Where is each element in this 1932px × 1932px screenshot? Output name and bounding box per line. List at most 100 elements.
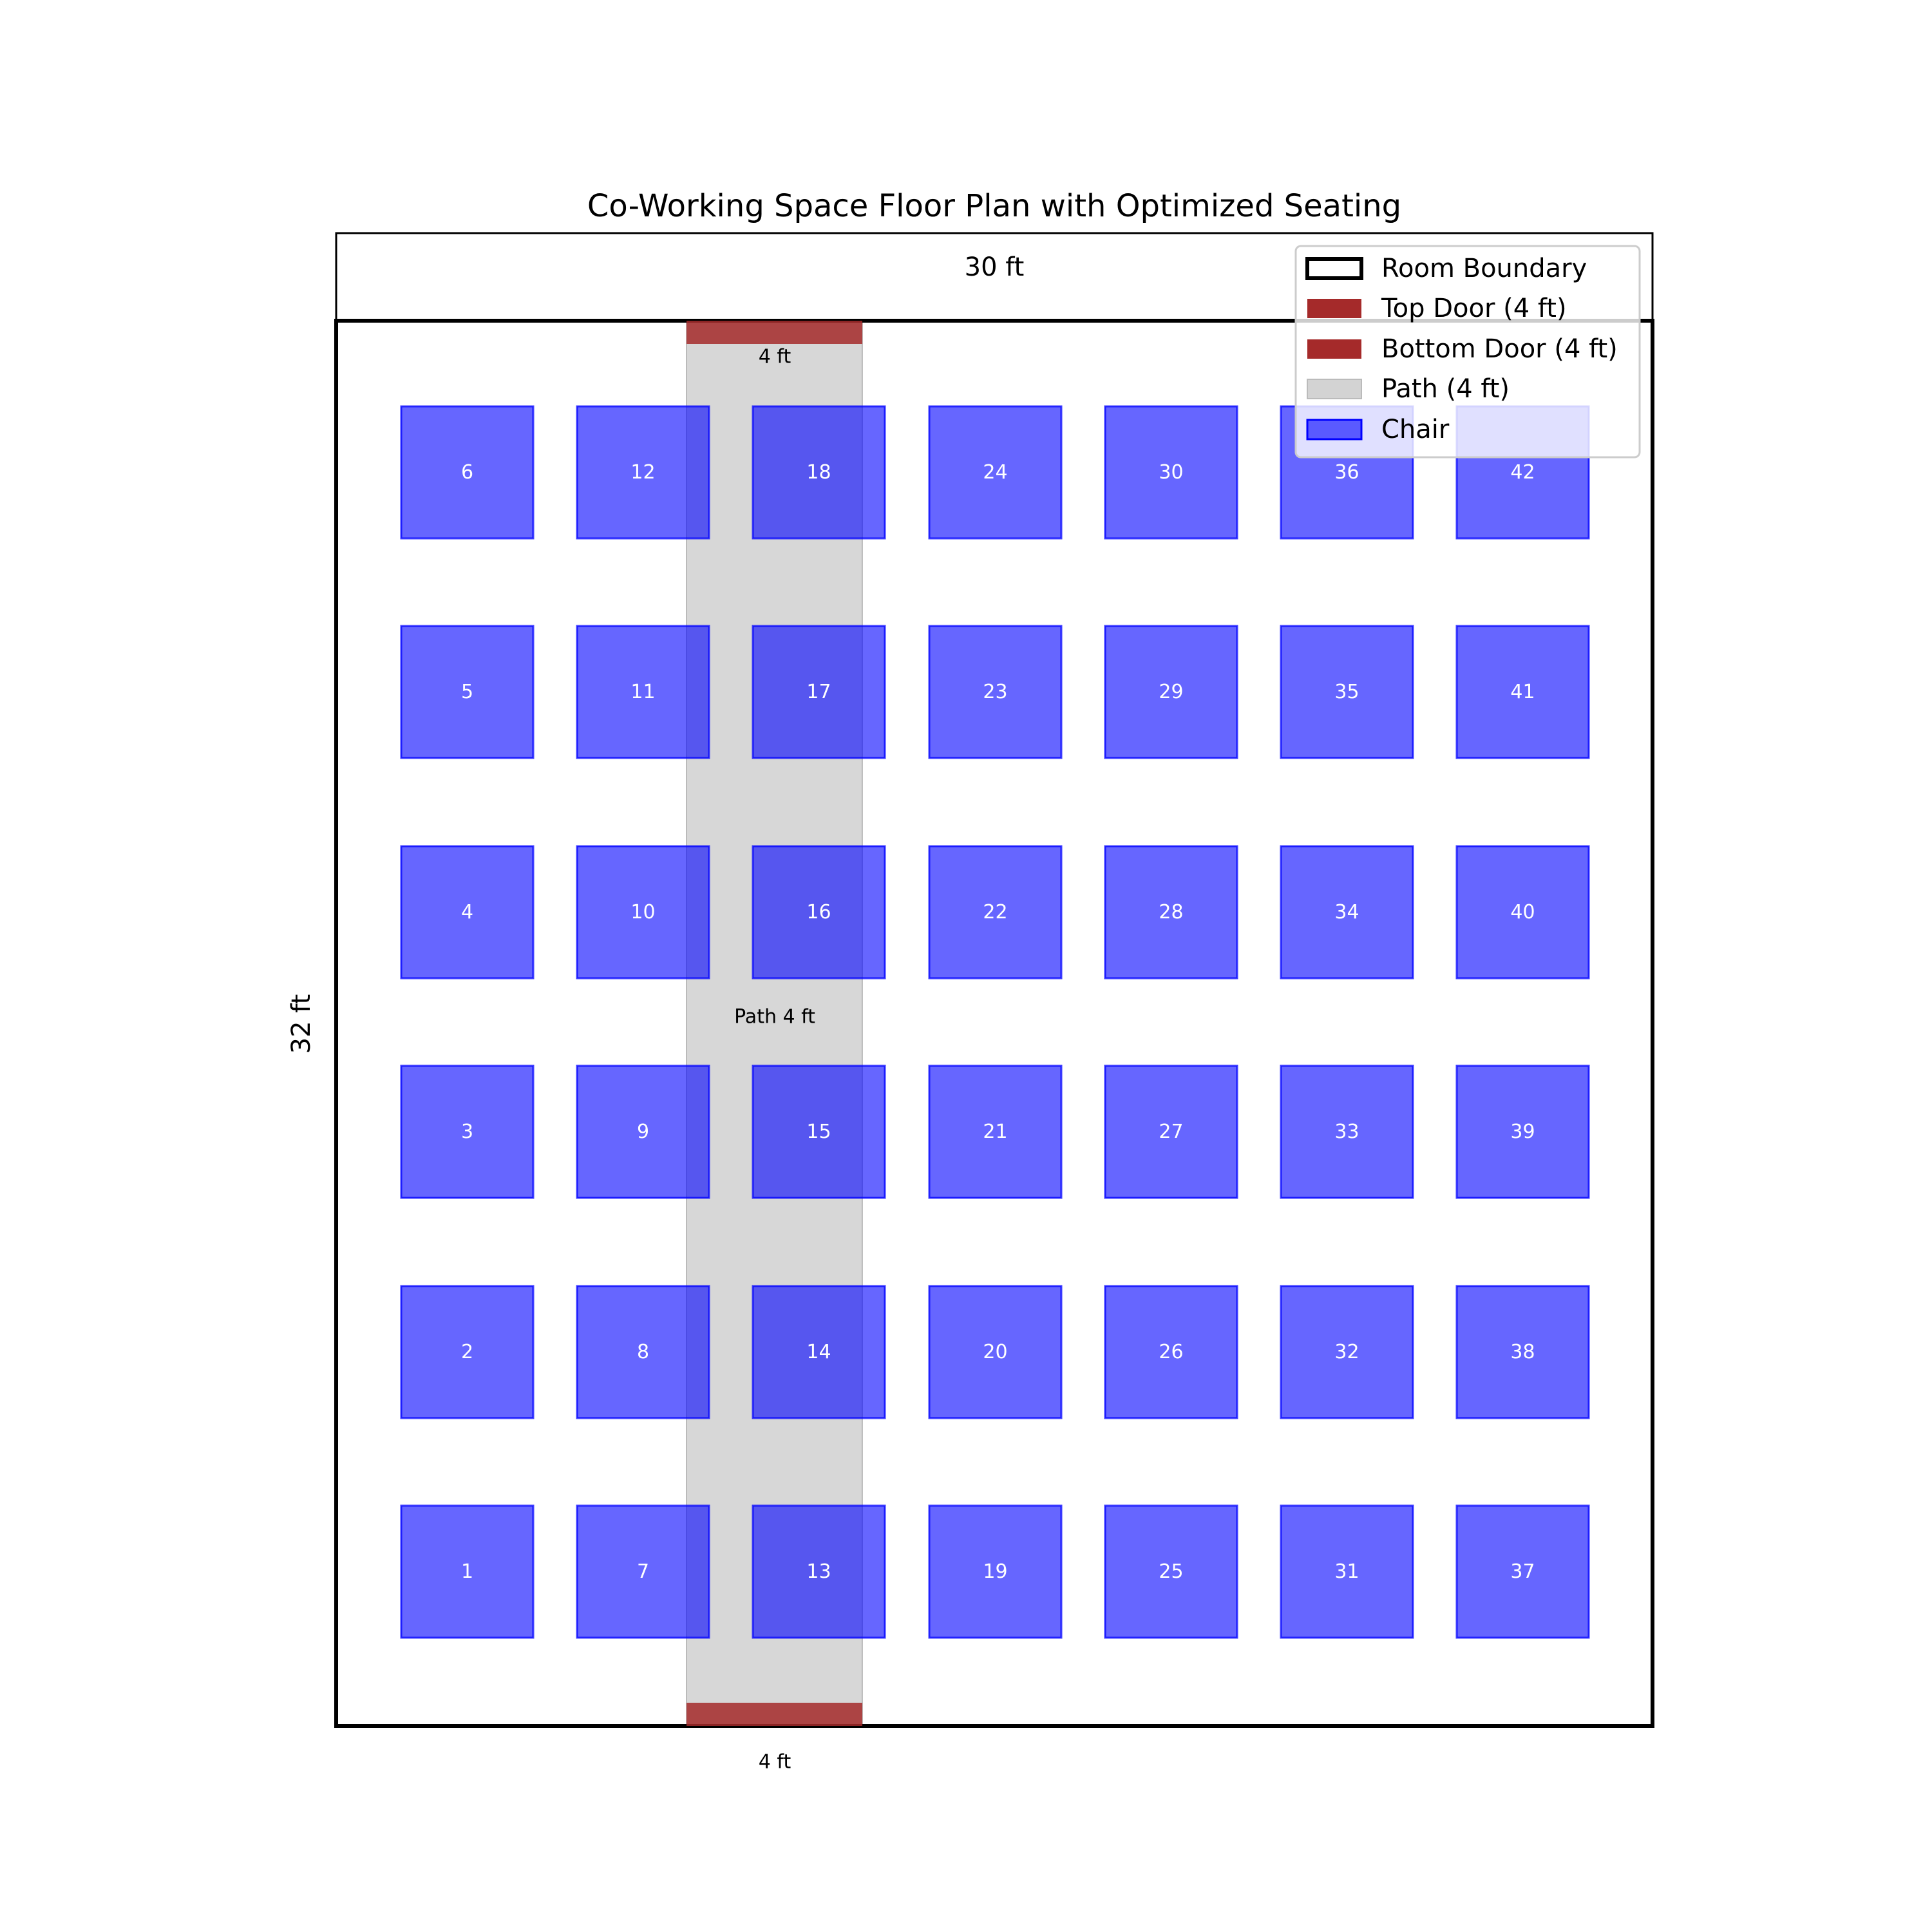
chair-label-15: 15	[806, 1121, 831, 1143]
chair-label-41: 41	[1510, 681, 1535, 703]
chair-label-23: 23	[983, 681, 1007, 703]
chair-label-10: 10	[630, 901, 655, 923]
chair-label-39: 39	[1510, 1121, 1535, 1143]
chairs-group: 1234567891011121314151617181920212223242…	[400, 405, 1590, 1639]
room-width-label: 30 ft	[965, 252, 1025, 282]
chair-label-38: 38	[1510, 1341, 1535, 1363]
chair-label-5: 5	[461, 681, 473, 703]
chair-label-22: 22	[983, 901, 1007, 923]
chair-label-25: 25	[1159, 1560, 1183, 1583]
chair-label-36: 36	[1334, 461, 1359, 484]
chair-39	[1455, 1065, 1590, 1199]
chair-label-18: 18	[806, 461, 831, 484]
chair-label-16: 16	[806, 901, 831, 923]
room-boundary	[334, 319, 1654, 1728]
bottom-door-label: 4 ft	[759, 1751, 791, 1774]
chair-label-11: 11	[630, 681, 655, 703]
chair-label-1: 1	[461, 1560, 473, 1583]
legend-swatch-bottom-door	[1307, 339, 1361, 359]
chair-18	[752, 405, 886, 540]
chair-label-35: 35	[1334, 681, 1359, 703]
chair-label-8: 8	[637, 1341, 649, 1363]
chair-label-7: 7	[637, 1560, 649, 1583]
room-height-label: 32 ft	[287, 994, 316, 1054]
chair-label-30: 30	[1159, 461, 1183, 484]
chair-6	[400, 405, 535, 540]
legend-label-top-door: Top Door (4 ft)	[1381, 294, 1567, 323]
chair-label-37: 37	[1510, 1560, 1535, 1583]
chair-label-27: 27	[1159, 1121, 1183, 1143]
top-door	[687, 321, 862, 344]
chair-10	[576, 845, 710, 980]
legend-swatch-top-door	[1307, 299, 1361, 318]
chair-34	[1280, 845, 1414, 980]
legend-swatch-path	[1307, 379, 1362, 399]
chair-12	[576, 405, 710, 540]
chair-3	[400, 1065, 535, 1199]
chair-label-40: 40	[1510, 901, 1535, 923]
chair-24	[928, 405, 1063, 540]
chair-14	[752, 1285, 886, 1419]
chair-label-42: 42	[1510, 461, 1535, 484]
chair-2	[400, 1285, 535, 1419]
chair-27	[1104, 1065, 1238, 1199]
chair-16	[752, 845, 886, 980]
bottom-door	[687, 1703, 862, 1726]
chair-30	[1104, 405, 1238, 540]
chair-label-6: 6	[461, 461, 473, 484]
chair-41	[1455, 625, 1590, 759]
chair-22	[928, 845, 1063, 980]
chair-25	[1104, 1504, 1238, 1639]
chair-21	[928, 1065, 1063, 1199]
chair-1	[400, 1504, 535, 1639]
legend-label-bottom-door: Bottom Door (4 ft)	[1381, 334, 1618, 364]
chair-label-4: 4	[461, 901, 473, 923]
chair-26	[1104, 1285, 1238, 1419]
chair-38	[1455, 1285, 1590, 1419]
chair-20	[928, 1285, 1063, 1419]
legend-label-boundary: Room Boundary	[1381, 254, 1587, 283]
chair-label-21: 21	[983, 1121, 1007, 1143]
chair-label-20: 20	[983, 1341, 1007, 1363]
chair-label-2: 2	[461, 1341, 473, 1363]
chair-29	[1104, 625, 1238, 759]
legend-swatch-chair	[1306, 419, 1363, 440]
chair-label-34: 34	[1334, 901, 1359, 923]
chair-40	[1455, 845, 1590, 980]
chair-label-29: 29	[1159, 681, 1183, 703]
chair-label-3: 3	[461, 1121, 473, 1143]
chair-label-17: 17	[806, 681, 831, 703]
chair-28	[1104, 845, 1238, 980]
path-label: Path 4 ft	[734, 1006, 815, 1028]
chair-19	[928, 1504, 1063, 1639]
chair-label-32: 32	[1334, 1341, 1359, 1363]
chair-label-33: 33	[1334, 1121, 1359, 1143]
top-door-label: 4 ft	[759, 346, 791, 368]
chair-label-26: 26	[1159, 1341, 1183, 1363]
chair-17	[752, 625, 886, 759]
chair-label-13: 13	[806, 1560, 831, 1583]
chair-8	[576, 1285, 710, 1419]
chair-5	[400, 625, 535, 759]
legend-swatch-boundary	[1305, 257, 1363, 280]
chair-9	[576, 1065, 710, 1199]
chair-7	[576, 1504, 710, 1639]
legend: Room Boundary Top Door (4 ft) Bottom Doo…	[1294, 245, 1641, 459]
chair-35	[1280, 625, 1414, 759]
chair-31	[1280, 1504, 1414, 1639]
chair-label-19: 19	[983, 1560, 1007, 1583]
chair-32	[1280, 1285, 1414, 1419]
chair-23	[928, 625, 1063, 759]
legend-label-path: Path (4 ft)	[1381, 374, 1510, 404]
legend-box	[1294, 245, 1641, 459]
legend-label-chair: Chair	[1381, 415, 1450, 444]
chair-label-24: 24	[983, 461, 1007, 484]
chair-label-28: 28	[1159, 901, 1183, 923]
chair-11	[576, 625, 710, 759]
chair-label-31: 31	[1334, 1560, 1359, 1583]
chair-15	[752, 1065, 886, 1199]
chair-13	[752, 1504, 886, 1639]
chair-4	[400, 845, 535, 980]
chair-label-12: 12	[630, 461, 655, 484]
